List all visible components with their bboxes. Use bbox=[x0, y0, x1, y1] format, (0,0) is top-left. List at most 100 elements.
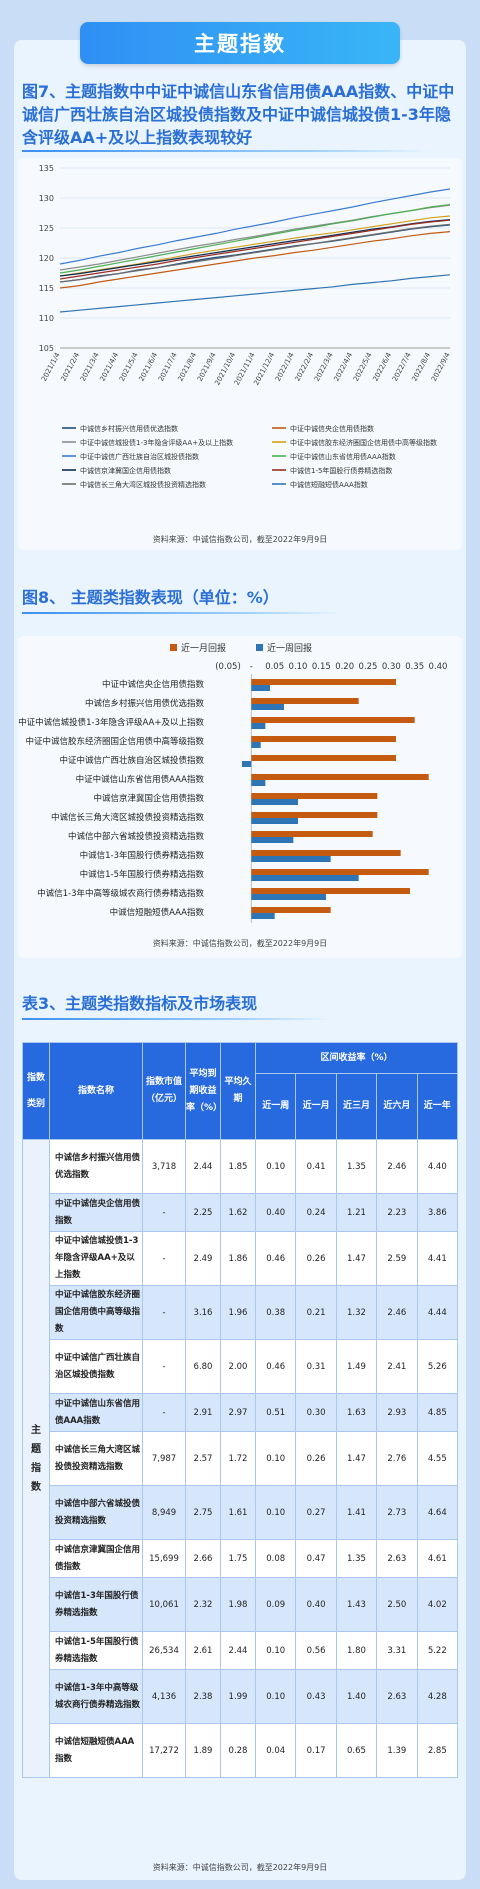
x-tick-label: 2021/1/4 bbox=[40, 351, 62, 383]
category-label: 中诚信京津冀国企信用债指数 bbox=[93, 793, 204, 804]
cell-m1: 0.40 bbox=[295, 1577, 337, 1632]
cell-dur: 1.62 bbox=[220, 1193, 256, 1232]
cell-m6: 2.63 bbox=[376, 1669, 418, 1724]
cell-m6: 2.46 bbox=[376, 1139, 418, 1194]
cell-cap: 17,272 bbox=[142, 1723, 186, 1778]
fig7-title-underline bbox=[22, 150, 432, 152]
bar bbox=[242, 761, 252, 767]
cell-ytm: 2.91 bbox=[185, 1393, 221, 1432]
table-row: 中证中诚信山东省信用债AAA指数 -2.91 2.97 0.51 0.30 1.63 2.9… bbox=[23, 1393, 459, 1432]
cell-ytm: 2.66 bbox=[185, 1539, 221, 1578]
cell-dur: 1.86 bbox=[220, 1231, 256, 1286]
th-m6: 近六月 bbox=[376, 1073, 418, 1140]
bar bbox=[251, 717, 415, 723]
bar bbox=[251, 913, 275, 919]
th-category: 指数类别 bbox=[22, 1042, 50, 1140]
cell-y1: 4.85 bbox=[416, 1393, 459, 1432]
cell-m3: 1.63 bbox=[335, 1393, 378, 1432]
x-tick-label: 2022/7/4 bbox=[391, 351, 413, 383]
x-tick-label: 0.35 bbox=[405, 662, 424, 672]
fig8-title: 图8、 主题类指数表现（单位：%） bbox=[22, 588, 279, 607]
series-line bbox=[59, 219, 451, 277]
x-tick-label: 2022/4/4 bbox=[332, 351, 354, 383]
legend-label: 中证中诚信胶东经济圈国企信用债中高等级指数 bbox=[290, 438, 437, 447]
fig7-panel: 105 110 115 120 125 130 135 2021/1/4 2021/2/4 202… bbox=[18, 158, 462, 550]
cell-dur: 2.97 bbox=[220, 1393, 256, 1432]
cell-cap: 10,061 bbox=[142, 1577, 186, 1632]
cell-w1: 0.46 bbox=[254, 1339, 297, 1394]
cell-name: 中诚信长三角大湾区城投债投资精选指数 bbox=[49, 1431, 143, 1486]
cell-dur: 1.75 bbox=[220, 1539, 256, 1578]
th-ytm: 平均到期收益率（%） bbox=[185, 1042, 222, 1140]
cell-m3: 1.21 bbox=[335, 1193, 378, 1232]
bar bbox=[251, 812, 378, 818]
x-tick-label: 2022/6/4 bbox=[371, 351, 393, 383]
cell-ytm: 2.44 bbox=[185, 1139, 221, 1194]
table-row: 中诚信短融短债AAA指数 17,272 1.89 0.28 0.04 0.17 0.65 1.… bbox=[23, 1723, 459, 1778]
bar bbox=[251, 704, 284, 710]
th-cap: 指数市值（亿元） bbox=[142, 1042, 186, 1140]
x-tick-label: 0.30 bbox=[382, 662, 401, 672]
cell-m3: 1.41 bbox=[335, 1485, 378, 1540]
x-tick-label: 2021/3/4 bbox=[79, 351, 101, 383]
x-tick-label: 0.40 bbox=[429, 662, 448, 672]
table-row: 中诚信中部六省城投债投资精选指数 8,949 2.75 1.61 0.10 0.27 1.4… bbox=[23, 1485, 459, 1540]
y-tick-label: 135 bbox=[39, 164, 54, 173]
cell-cap: 26,534 bbox=[142, 1631, 186, 1670]
bar bbox=[251, 679, 396, 685]
x-tick-label: 2022/8/4 bbox=[410, 351, 432, 383]
cell-cap: - bbox=[142, 1285, 186, 1340]
cell-ytm: 2.38 bbox=[185, 1669, 221, 1724]
cell-y1: 5.22 bbox=[416, 1631, 459, 1670]
legend-label: 中诚信长三角大湾区城投债投资精选指数 bbox=[80, 480, 206, 489]
bar bbox=[251, 793, 378, 799]
cell-m6: 2.76 bbox=[376, 1431, 418, 1486]
x-tick-label: 2021/6/4 bbox=[137, 351, 159, 383]
table-row: 主题指数 中诚信乡村振兴信用债优选指数 3,718 2.44 1.85 0.10 0.41 1… bbox=[22, 1139, 459, 1778]
cell-ytm: 2.75 bbox=[185, 1485, 221, 1540]
x-tick-label: 2021/2/4 bbox=[59, 351, 81, 383]
table-row: 中诚信1-3年国股行债券精选指数 10,061 2.32 1.98 0.09 0.40 1.… bbox=[23, 1577, 459, 1632]
page-title: 主题指数 bbox=[80, 22, 400, 64]
category-label: 中诚信1-3年中高等级城农商行债券精选指数 bbox=[37, 888, 204, 899]
cell-dur: 1.61 bbox=[220, 1485, 256, 1540]
cell-m1: 0.27 bbox=[295, 1485, 337, 1540]
x-tick-label: 2022/3/4 bbox=[313, 351, 335, 383]
bar bbox=[251, 888, 410, 894]
cell-w1: 0.10 bbox=[254, 1669, 297, 1724]
line-chart: 1051101151201251301352021/1/42021/2/4202… bbox=[39, 164, 452, 489]
table-row: 中诚信长三角大湾区城投债投资精选指数 7,987 2.57 1.72 0.10 0.26 1… bbox=[23, 1431, 459, 1486]
cell-y1: 4.40 bbox=[416, 1139, 459, 1194]
cell-dur: 2.00 bbox=[220, 1339, 256, 1394]
legend-swatch bbox=[256, 644, 263, 651]
cell-w1: 0.09 bbox=[254, 1577, 297, 1632]
x-tick-label: 0.10 bbox=[289, 662, 308, 672]
legend-label: 中诚信1-5年国股行债券精选指数 bbox=[290, 466, 392, 475]
cell-name: 中诚信乡村振兴信用债优选指数 bbox=[49, 1139, 143, 1194]
th-y1: 近一年 bbox=[416, 1073, 459, 1140]
fig7-source: 资料来源：中诚信指数公司，截至2022年9月9日 bbox=[152, 535, 328, 544]
index-table: 指数类别 指数名称 指数市值（亿元） 平均到期收益率（%） 平均久期 区间收益率… bbox=[22, 1041, 459, 1778]
bar bbox=[251, 907, 331, 913]
bar bbox=[251, 685, 270, 691]
fig7-title: 图7、主题指数中中证中诚信山东省信用债AAA指数、中证中诚信广西壮族自治区城投债… bbox=[22, 82, 455, 147]
category-label: 中证中诚信城投债1-3年隐含评级AA+及以上指数 bbox=[18, 717, 204, 728]
cell-w1: 0.08 bbox=[254, 1539, 297, 1578]
bar bbox=[251, 723, 266, 729]
bar bbox=[251, 850, 401, 856]
cell-m1: 0.43 bbox=[295, 1669, 337, 1724]
y-tick-label: 105 bbox=[39, 344, 54, 353]
cell-cap: 15,699 bbox=[142, 1539, 186, 1578]
legend-label: 中证中诚信广西壮族自治区城投债指数 bbox=[80, 452, 199, 461]
cell-y1: 4.41 bbox=[416, 1231, 459, 1286]
cell-ytm: 2.61 bbox=[185, 1631, 221, 1670]
cell-name: 中诚信1-5年国股行债券精选指数 bbox=[49, 1631, 143, 1670]
cell-y1: 4.55 bbox=[416, 1431, 459, 1486]
x-tick-label: 0.15 bbox=[312, 662, 331, 672]
x-tick-label: 2021/4/4 bbox=[98, 351, 120, 383]
legend-label: 中诚信乡村振兴信用债优选指数 bbox=[80, 424, 178, 433]
bar bbox=[251, 818, 298, 824]
cell-y1: 3.86 bbox=[416, 1193, 459, 1232]
th-w1: 近一周 bbox=[254, 1073, 297, 1140]
category-label: 中证中诚信央企信用债指数 bbox=[102, 679, 205, 690]
